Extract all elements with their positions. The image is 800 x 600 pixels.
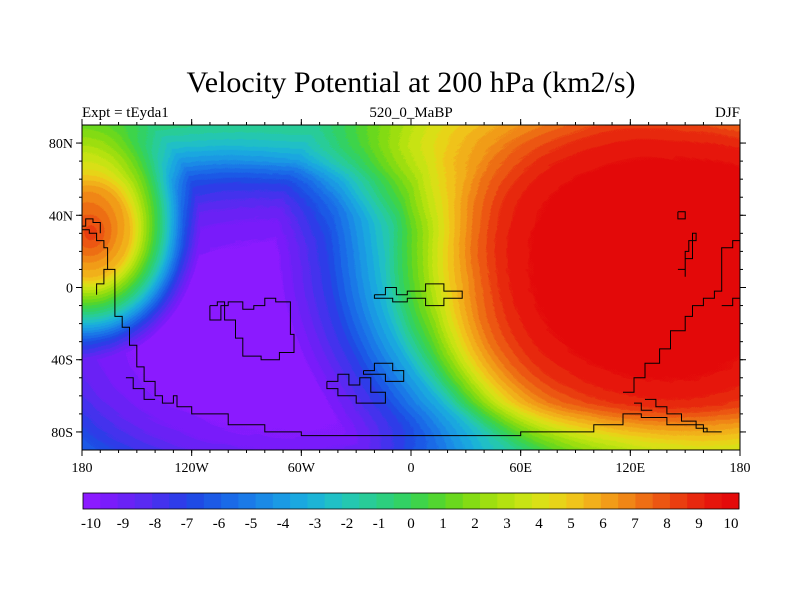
x-tick-label: 0 (408, 461, 415, 476)
colorbar-swatch (411, 493, 429, 509)
y-tick-label: 40N (49, 209, 73, 224)
colorbar-swatch (290, 493, 308, 509)
x-tick-label: 180 (730, 461, 751, 476)
experiment-label: Expt = tEyda1 (82, 105, 169, 121)
colorbar-swatch (393, 493, 412, 509)
colorbar-swatch (514, 493, 533, 509)
colorbar-label: 0 (407, 516, 415, 532)
colorbar-swatch (687, 493, 705, 509)
colorbar-swatch (566, 493, 585, 509)
colorbar-swatch (549, 493, 567, 509)
colorbar-swatch (531, 493, 550, 509)
colorbar-label: 8 (663, 516, 671, 532)
colorbar-swatch (186, 493, 205, 509)
colorbar-label: 1 (439, 516, 447, 532)
colorbar-label: -1 (373, 516, 386, 532)
colorbar-label: -9 (117, 516, 130, 532)
x-tick-label: 60E (509, 461, 532, 476)
colorbar-swatch (704, 493, 723, 509)
colorbar-label: -7 (181, 516, 194, 532)
colorbar-swatch (652, 493, 671, 509)
colorbar-swatch (618, 493, 636, 509)
colorbar-label: 10 (724, 516, 739, 532)
coastline-segment (623, 240, 740, 393)
coastline-segment (363, 362, 405, 382)
colorbar-swatch (83, 493, 101, 509)
colorbar-swatch (341, 493, 360, 509)
coastline-segment (82, 218, 101, 234)
colorbar-label: -5 (245, 516, 258, 532)
colorbar-swatch (635, 493, 654, 509)
chart-title: Velocity Potential at 200 hPa (km2/s) (186, 66, 635, 99)
colorbar-label: 9 (695, 516, 703, 532)
colorbar-swatch (721, 493, 740, 509)
coastline-segment (373, 283, 463, 307)
y-tick-label: 80S (51, 426, 73, 441)
colorbar: -10 -9 -8 -7 -6 -5 -4 -3 -2 -1 0 1 2 3 4 5 6 7 8 9 10 (81, 492, 740, 532)
x-tick-label: 60W (288, 461, 316, 476)
colorbar-label: -4 (277, 516, 290, 532)
colorbar-label: 6 (599, 516, 607, 532)
colorbar-label: -6 (213, 516, 226, 532)
colorbar-label: -8 (149, 516, 162, 532)
coastline-segment (209, 297, 295, 361)
colorbar-swatch (134, 493, 153, 509)
colorbar-swatch (359, 493, 377, 509)
colorbar-label: 2 (471, 516, 479, 532)
colorbar-swatch (169, 493, 187, 509)
coastline-segment (634, 402, 653, 411)
colorbar-swatch (669, 493, 688, 509)
x-tick-label: 120W (175, 461, 210, 476)
colorbar-swatch (307, 493, 326, 509)
x-axis: 180 120W 60W 0 60E 120E 180 (72, 119, 751, 476)
colorbar-swatch (428, 493, 446, 509)
coastline-segment (721, 297, 740, 307)
colorbar-swatch (376, 493, 395, 509)
coastline-segment (96, 268, 108, 295)
colorbar-frame (82, 492, 740, 510)
colorbar-swatch (255, 493, 274, 509)
colorbar-swatch (583, 493, 602, 509)
colorbar-label: 5 (567, 516, 575, 532)
colorbar-label: -2 (341, 516, 354, 532)
colorbar-swatch (152, 493, 170, 509)
colorbar-swatch (445, 493, 464, 509)
colorbar-swatch (221, 493, 239, 509)
coastline-segment (645, 398, 708, 432)
colorbar-swatch (238, 493, 257, 509)
colorbar-label: -3 (309, 516, 322, 532)
colorbar-label: 4 (535, 516, 543, 532)
colorbar-label: 3 (503, 516, 511, 532)
colorbar-swatch (272, 493, 291, 509)
y-axis: 80N 40N 0 40S 80S (49, 137, 746, 441)
coastline-segment (82, 229, 722, 437)
colorbar-label: 7 (631, 516, 639, 532)
colorbar-swatch (600, 493, 619, 509)
colorbar-swatch (324, 493, 343, 509)
x-tick-label: 120E (616, 461, 646, 476)
y-tick-label: 80N (49, 137, 73, 152)
y-tick-label: 40S (51, 354, 73, 369)
period-label: 520_0_MaBP (369, 105, 452, 121)
coastline-segment (677, 232, 697, 277)
y-tick-label: 0 (66, 282, 73, 297)
colorbar-label: -10 (81, 516, 101, 532)
colorbar-swatch (462, 493, 481, 509)
colorbar-swatch (497, 493, 515, 509)
colorbar-swatch (100, 493, 118, 509)
colorbar-swatch (117, 493, 136, 509)
colorbar-swatch (203, 493, 222, 509)
coastline-segment (677, 211, 686, 220)
colorbar-swatch (480, 493, 498, 509)
x-tick-label: 180 (72, 461, 93, 476)
coastline-segment (125, 377, 156, 400)
season-label: DJF (715, 105, 740, 121)
coastline-segment (326, 373, 386, 404)
